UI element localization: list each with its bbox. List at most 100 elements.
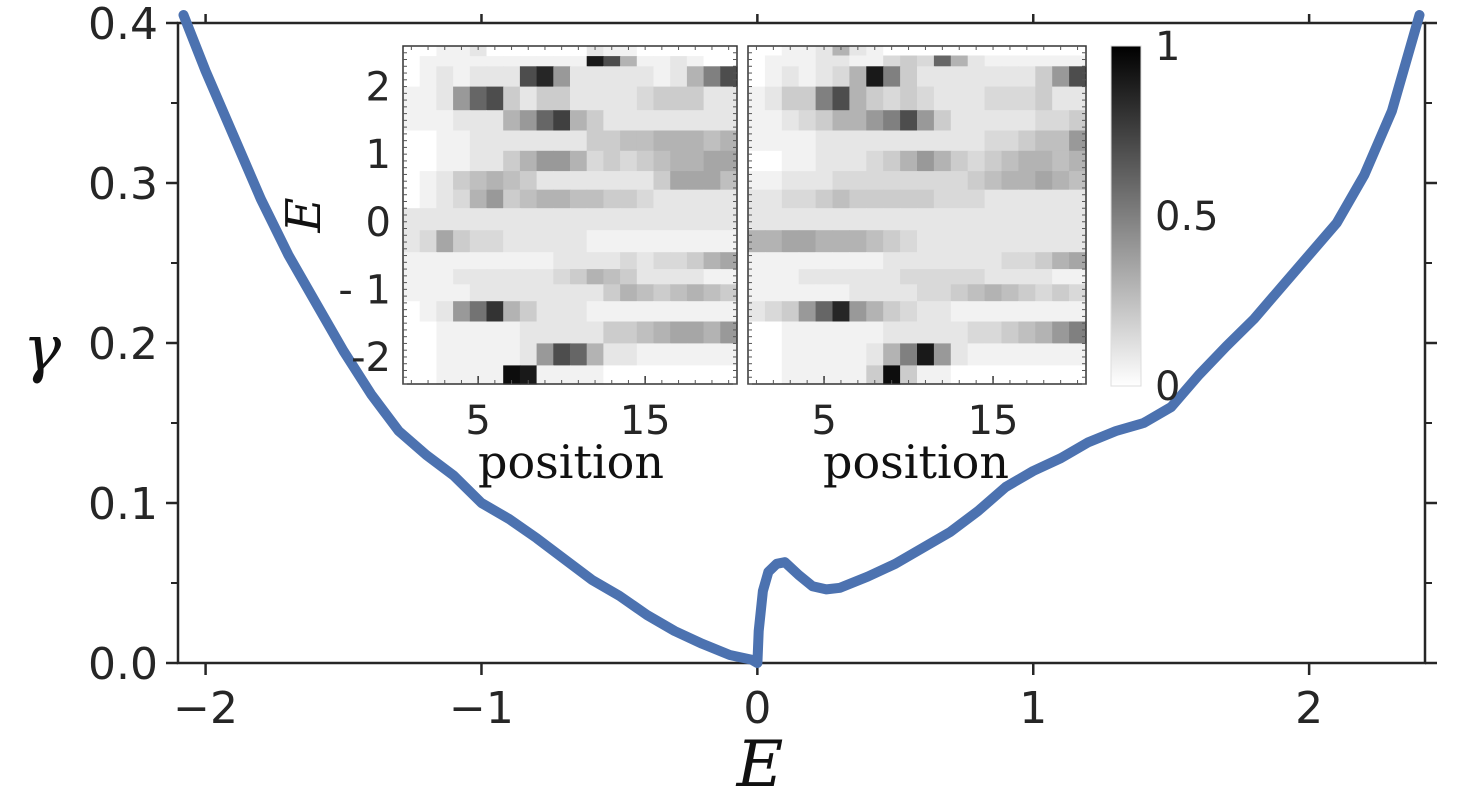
heatmap-cell <box>917 252 935 270</box>
heatmap-cell <box>950 150 969 172</box>
heatmap-cell <box>1035 321 1053 345</box>
heatmap-cell <box>636 301 655 323</box>
heatmap-cell <box>436 66 454 88</box>
heatmap-cell <box>453 46 471 57</box>
heatmap-cell <box>900 66 918 88</box>
heatmap-cell <box>703 46 721 57</box>
heatmap-cell <box>984 284 1003 302</box>
heatmap-cell <box>553 284 571 302</box>
heatmap-cell <box>720 284 738 302</box>
heatmap-cell <box>636 171 655 191</box>
heatmap-cell <box>469 171 488 191</box>
heatmap-cell <box>469 56 488 67</box>
heatmap-cell <box>519 189 538 209</box>
heatmap-cell <box>1035 171 1053 191</box>
main-y-tick-label: 0.0 <box>88 639 158 690</box>
heatmap-cell <box>764 66 783 88</box>
heatmap-cell <box>933 171 952 191</box>
heatmap-cell <box>469 365 488 385</box>
heatmap-cell <box>917 284 935 302</box>
heatmap-cell <box>486 301 504 323</box>
heatmap-cell <box>933 110 952 132</box>
heatmap-cell <box>603 66 621 88</box>
heatmap-cell <box>536 56 554 67</box>
heatmap-cell <box>832 110 850 132</box>
heatmap-cell <box>1018 130 1036 152</box>
heatmap-cell <box>984 130 1003 152</box>
heatmap-cell <box>1035 66 1053 88</box>
heatmap-cell <box>570 110 588 132</box>
heatmap-cell <box>620 343 638 366</box>
heatmap-cell <box>603 252 621 270</box>
heatmap-cell <box>636 150 655 172</box>
heatmap-cell <box>419 321 437 345</box>
heatmap-cell <box>553 301 571 323</box>
heatmap-cell <box>1018 66 1036 88</box>
heatmap-cell <box>798 365 817 385</box>
heatmap-cell <box>933 55 952 67</box>
heatmap-cell <box>553 130 571 152</box>
heatmap-cell <box>570 86 588 111</box>
heatmap-cell <box>720 110 738 132</box>
heatmap-cell <box>453 66 471 88</box>
heatmap-cell <box>419 56 437 67</box>
heatmap-cell <box>832 171 850 191</box>
heatmap-cell <box>553 56 571 67</box>
heatmap-cell <box>536 66 554 88</box>
heatmap-cell <box>636 284 655 302</box>
heatmap-cell <box>670 56 688 67</box>
heatmap-cell <box>720 189 738 209</box>
heatmap-cell <box>570 321 588 345</box>
heatmap-cell <box>781 189 800 209</box>
heatmap-cell <box>536 189 554 209</box>
heatmap-cell <box>603 269 621 285</box>
heatmap-cell <box>486 365 504 385</box>
heatmap-cell <box>883 343 901 366</box>
heatmap-cell <box>933 46 952 57</box>
heatmap-cell <box>798 208 817 231</box>
heatmap-cell <box>503 189 521 209</box>
heatmap-cell <box>984 55 1003 67</box>
heatmap-cell <box>486 86 504 111</box>
heatmap-cell <box>486 252 504 270</box>
heatmap-cell <box>536 252 554 270</box>
heatmap-cell <box>984 189 1003 209</box>
heatmap-cell <box>586 252 604 270</box>
heatmap-cell <box>1018 55 1036 67</box>
heatmap-cell <box>453 252 471 270</box>
heatmap-cell <box>1001 301 1019 323</box>
heatmap-cell <box>636 86 655 111</box>
heatmap-cell <box>570 171 588 191</box>
heatmap-cell <box>720 56 738 67</box>
heatmap-cell <box>1069 171 1087 191</box>
heatmap-cell <box>849 66 867 88</box>
heatmap-cell <box>586 269 604 285</box>
heatmap-cell <box>1035 343 1053 366</box>
heatmap-cell <box>670 130 688 152</box>
heatmap-cell <box>553 110 571 132</box>
heatmap-cell <box>933 321 952 345</box>
heatmap-cell <box>748 66 766 88</box>
heatmap-cell <box>586 130 604 152</box>
heatmap-cell <box>653 321 671 345</box>
heatmap-cell <box>486 66 504 88</box>
heatmap-cell <box>900 252 918 270</box>
heatmap-cell <box>703 130 721 152</box>
heatmap-cell <box>984 110 1003 132</box>
heatmap-cell <box>866 171 884 191</box>
heatmap-cell <box>486 150 504 172</box>
heatmap-cell <box>781 110 800 132</box>
heatmap-cell <box>469 66 488 88</box>
heatmap-cell <box>403 343 421 366</box>
heatmap-cell <box>967 46 986 57</box>
heatmap-cell <box>570 252 588 270</box>
heatmap-cell <box>781 284 800 302</box>
heatmap-cell <box>686 252 705 270</box>
heatmap-cell <box>620 252 638 270</box>
heatmap-cell <box>866 284 884 302</box>
heatmap-cell <box>519 321 538 345</box>
heatmap-cell <box>469 321 488 345</box>
heatmap-cell <box>636 56 655 67</box>
heatmap-cell <box>553 171 571 191</box>
heatmap-cell <box>670 365 688 385</box>
